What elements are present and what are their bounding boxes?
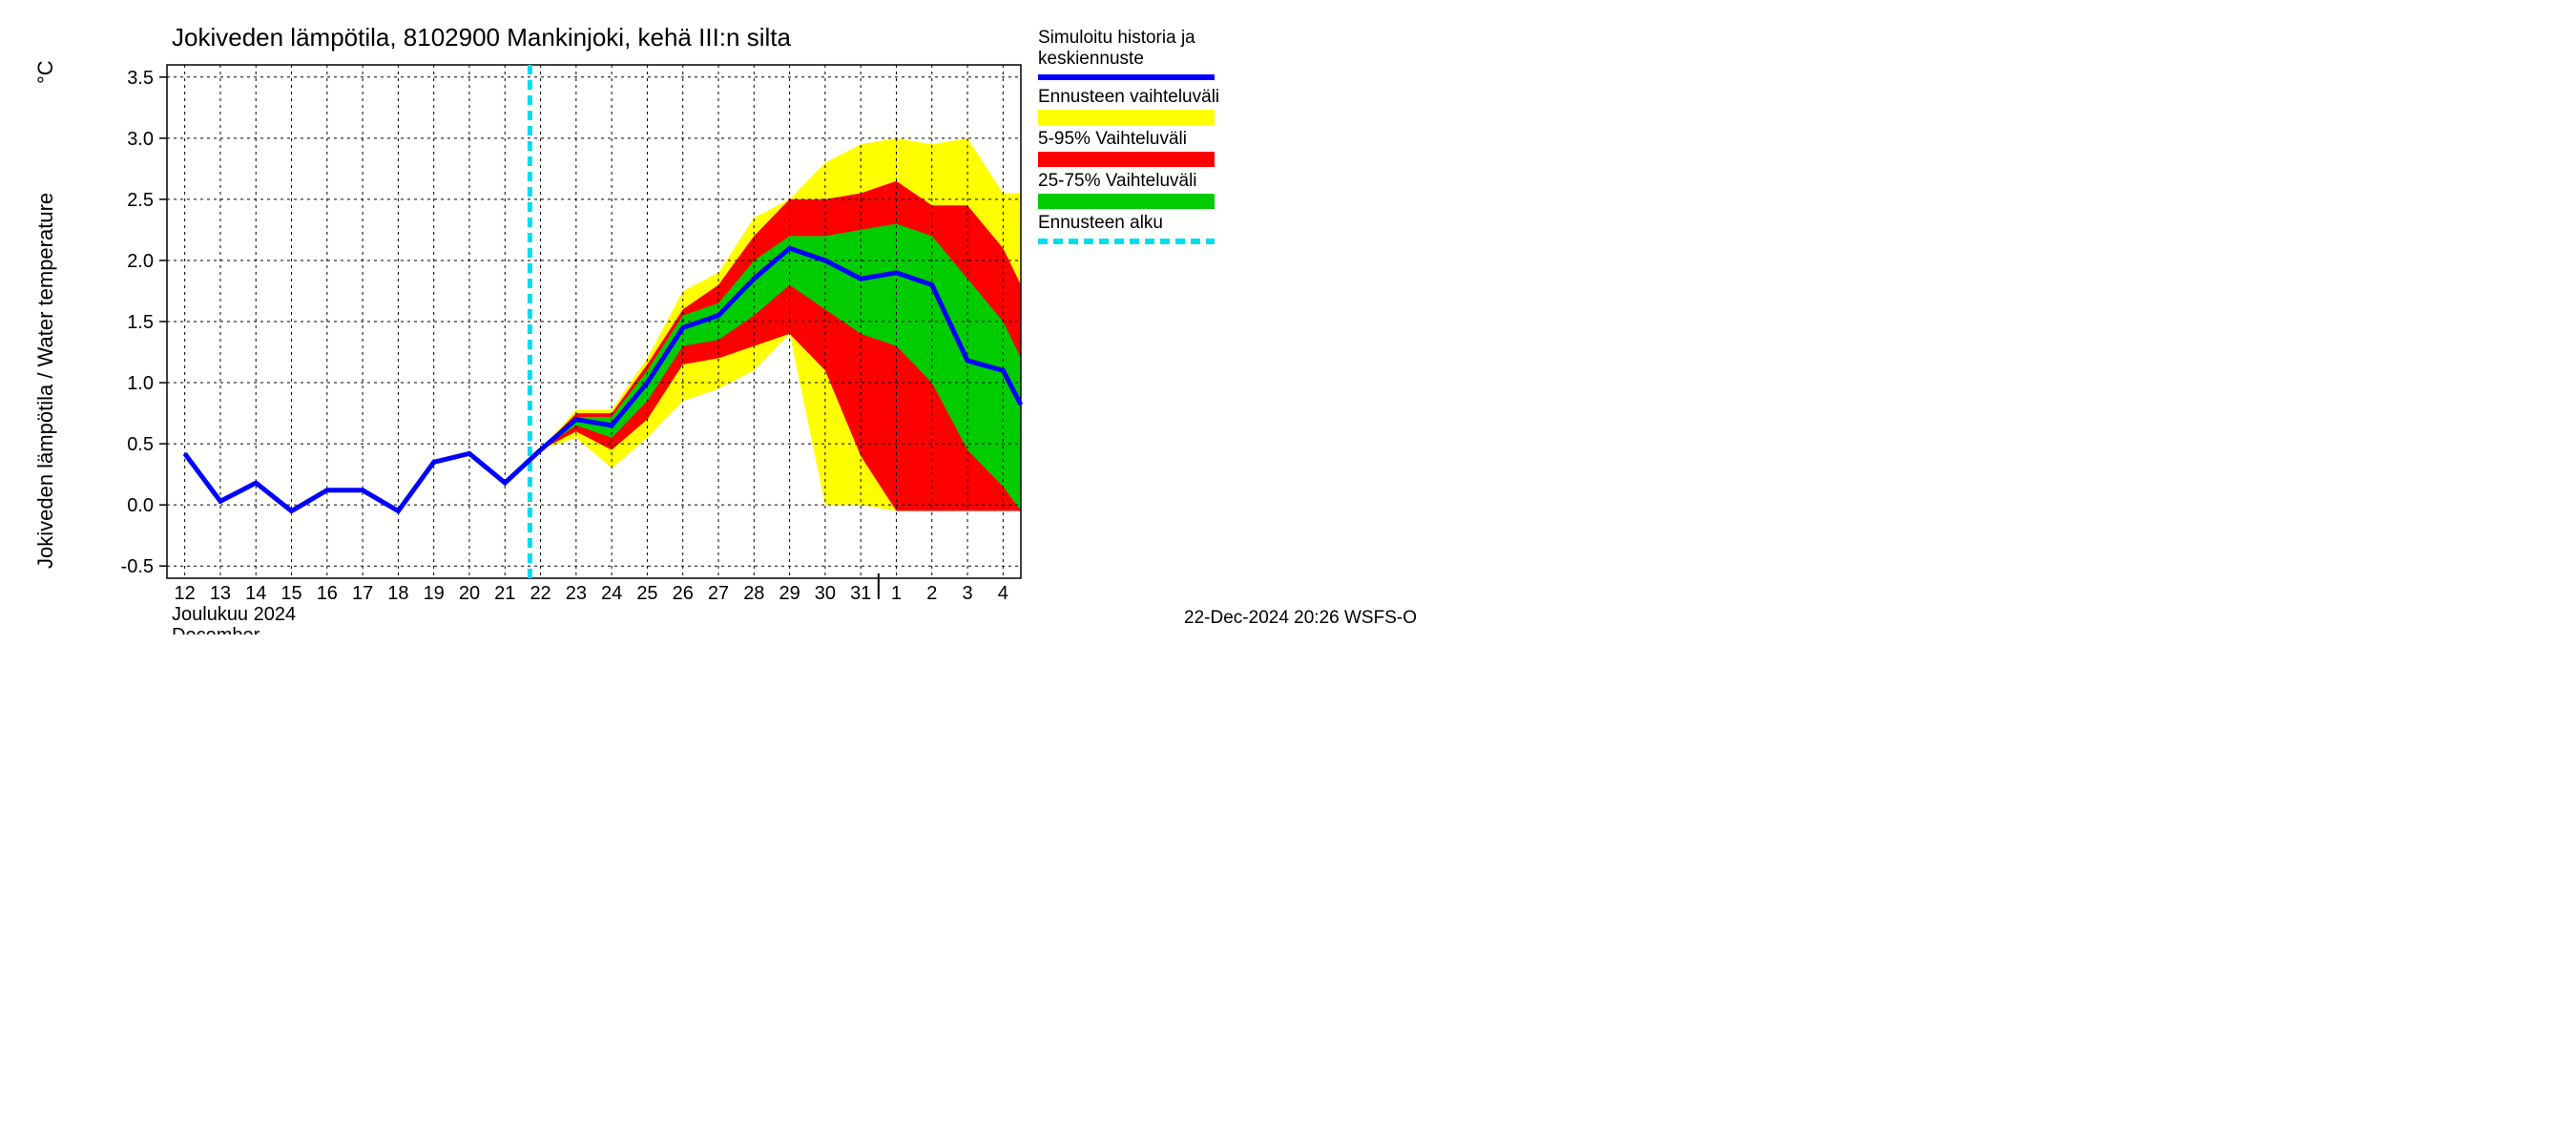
legend-label-range: Ennusteen vaihteluväli: [1038, 87, 1219, 107]
xtick-label: 25: [636, 583, 657, 604]
chart-svg: -0.50.00.51.01.52.02.53.03.5121314151617…: [0, 0, 1431, 635]
ytick-label: -0.5: [121, 556, 154, 577]
legend-swatch-red: [1038, 152, 1215, 167]
ytick-label: 3.0: [127, 129, 154, 150]
ytick-label: 0.0: [127, 495, 154, 516]
xtick-label: 22: [530, 583, 551, 604]
y-axis-unit: °C: [33, 60, 57, 84]
legend-label-history-2: keskiennuste: [1038, 49, 1144, 69]
xtick-label: 23: [566, 583, 587, 604]
xtick-label: 31: [850, 583, 871, 604]
xtick-label: 19: [424, 583, 445, 604]
legend-swatch-green: [1038, 194, 1215, 209]
xtick-label: 30: [815, 583, 836, 604]
ytick-label: 0.5: [127, 434, 154, 455]
xtick-label: 14: [245, 583, 266, 604]
x-month-label-en: December: [172, 625, 260, 635]
legend-swatch-yellow: [1038, 110, 1215, 125]
legend-label-5-95: 5-95% Vaihteluväli: [1038, 129, 1187, 149]
xtick-label: 18: [387, 583, 408, 604]
x-month-label-fi: Joulukuu 2024: [172, 604, 296, 625]
xtick-label: 13: [210, 583, 231, 604]
y-axis-label: Jokiveden lämpötila / Water temperature: [33, 193, 57, 569]
legend-label-history-1: Simuloitu historia ja: [1038, 28, 1195, 48]
chart-title: Jokiveden lämpötila, 8102900 Mankinjoki,…: [172, 23, 791, 52]
footer-timestamp: 22-Dec-2024 20:26 WSFS-O: [1184, 608, 1417, 628]
xtick-label: 1: [891, 583, 902, 604]
ytick-label: 2.0: [127, 251, 154, 272]
ytick-label: 1.5: [127, 312, 154, 333]
xtick-label: 20: [459, 583, 480, 604]
xtick-label: 21: [494, 583, 515, 604]
xtick-label: 3: [963, 583, 973, 604]
xtick-label: 16: [317, 583, 338, 604]
legend-label-25-75: 25-75% Vaihteluväli: [1038, 171, 1197, 191]
ytick-label: 2.5: [127, 190, 154, 211]
xtick-label: 26: [673, 583, 694, 604]
xtick-label: 29: [779, 583, 800, 604]
xtick-label: 12: [175, 583, 196, 604]
ytick-label: 3.5: [127, 68, 154, 89]
legend-label-forecast-start: Ennusteen alku: [1038, 213, 1163, 233]
xtick-label: 17: [352, 583, 373, 604]
xtick-label: 27: [708, 583, 729, 604]
xtick-label: 2: [926, 583, 937, 604]
chart-container: -0.50.00.51.01.52.02.53.03.5121314151617…: [0, 0, 1431, 635]
xtick-label: 4: [998, 583, 1008, 604]
xtick-label: 28: [743, 583, 764, 604]
ytick-label: 1.0: [127, 373, 154, 394]
xtick-label: 15: [280, 583, 301, 604]
xtick-label: 24: [601, 583, 622, 604]
